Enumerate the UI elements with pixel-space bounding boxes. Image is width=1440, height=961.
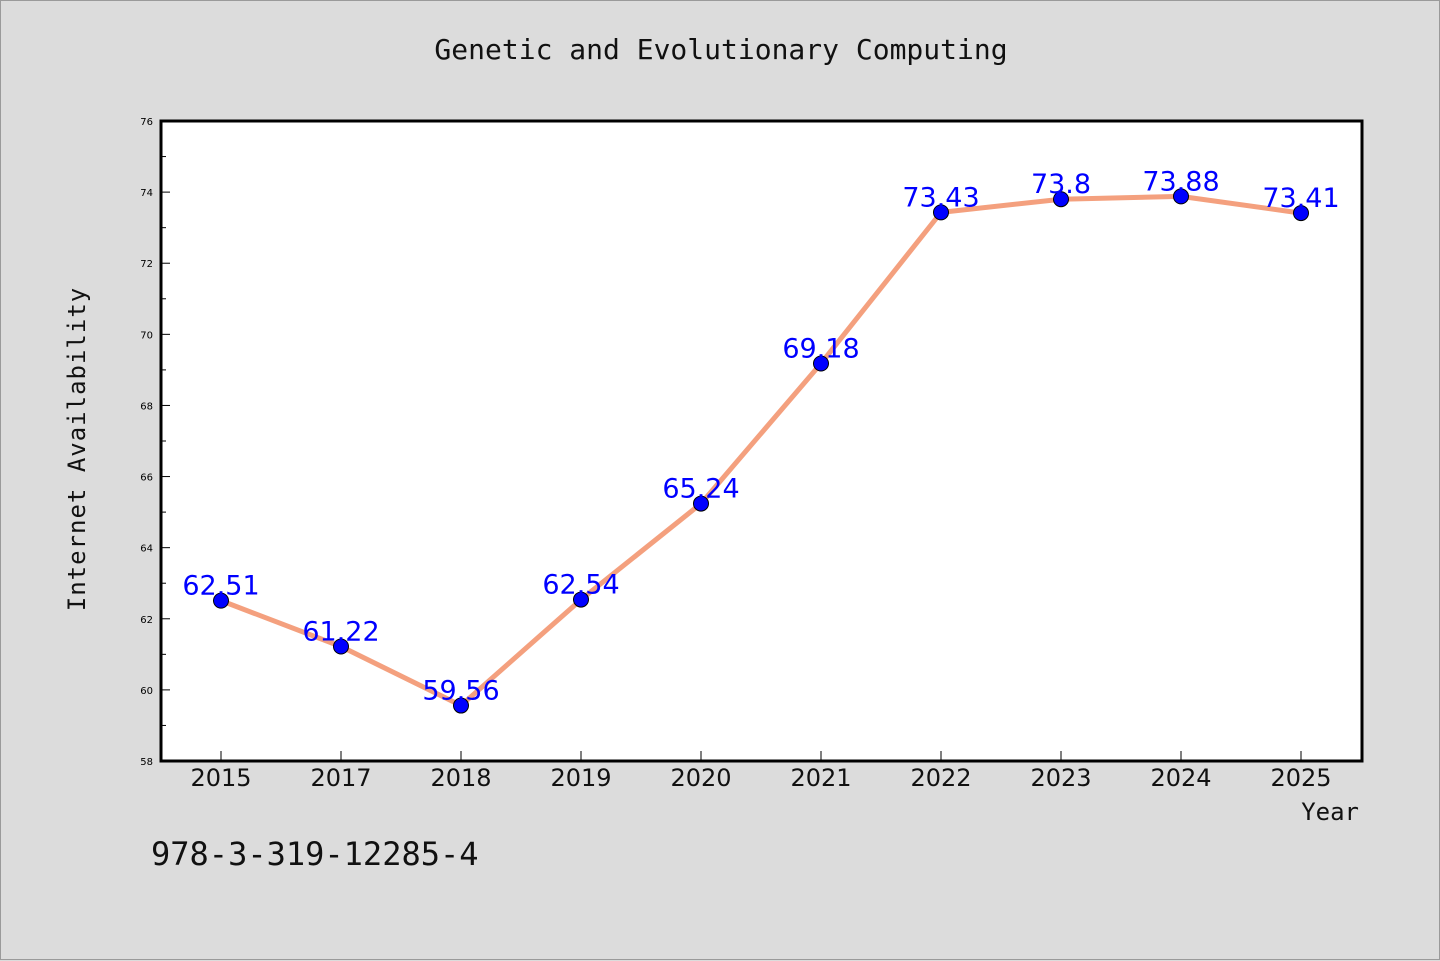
plot-area <box>159 119 1364 763</box>
chart-title: Genetic and Evolutionary Computing <box>434 33 1008 66</box>
y-tick-label: 68 <box>140 401 153 412</box>
data-label: 73.88 <box>1142 166 1219 197</box>
data-point <box>333 638 349 655</box>
y-tick-label: 74 <box>140 188 153 199</box>
data-label: 69.18 <box>782 333 859 364</box>
data-labels: 62.51 61.22 59.56 62.54 65.24 69.18 73.43 73.8 7… <box>182 166 1339 706</box>
data-point <box>693 495 709 512</box>
y-tick-label: 60 <box>140 686 153 697</box>
series-line <box>218 193 1304 709</box>
data-point <box>813 355 829 372</box>
x-tick-label: 2024 <box>1150 764 1211 792</box>
data-point <box>213 592 229 609</box>
y-tick-label: 62 <box>140 615 153 626</box>
x-tick-label: 2015 <box>190 764 251 792</box>
data-label: 61.22 <box>302 617 379 648</box>
y-tick-label: 76 <box>140 117 153 128</box>
x-tick-label: 2018 <box>430 764 491 792</box>
data-point <box>1293 205 1309 222</box>
data-point <box>933 204 949 221</box>
x-tick-label: 2023 <box>1030 764 1091 792</box>
y-tick-label: 64 <box>140 544 153 555</box>
x-tick-label: 2020 <box>670 764 731 792</box>
x-axis-title: Year <box>1301 798 1359 826</box>
data-point <box>573 591 589 608</box>
data-label: 73.43 <box>902 182 979 213</box>
y-tick-label: 58 <box>140 757 153 768</box>
y-tick-label: 70 <box>140 330 153 341</box>
y-axis: 58 60 62 64 66 68 70 72 74 76 <box>140 117 170 768</box>
data-label: 73.8 <box>1031 169 1091 200</box>
data-label: 62.51 <box>182 571 259 602</box>
x-tick-label: 2022 <box>910 764 971 792</box>
data-point <box>1173 188 1189 205</box>
data-point <box>453 697 469 714</box>
data-label: 59.56 <box>422 676 499 707</box>
x-tick-label: 2019 <box>550 764 611 792</box>
data-point <box>1053 191 1069 208</box>
x-tick-label: 2025 <box>1270 764 1331 792</box>
isbn-label: 978-3-319-12285-4 <box>151 835 479 873</box>
data-label: 65.24 <box>662 474 739 505</box>
y-tick-label: 66 <box>140 473 153 484</box>
x-axis: 2015 2017 2018 2019 2020 2021 2022 2023 2024 2025 <box>190 751 1332 792</box>
x-tick-label: 2021 <box>790 764 851 792</box>
series-markers <box>213 188 1309 714</box>
data-label: 62.54 <box>542 570 619 601</box>
y-tick-label: 72 <box>140 259 153 270</box>
x-tick-label: 2017 <box>310 764 371 792</box>
data-label: 73.41 <box>1262 183 1339 214</box>
